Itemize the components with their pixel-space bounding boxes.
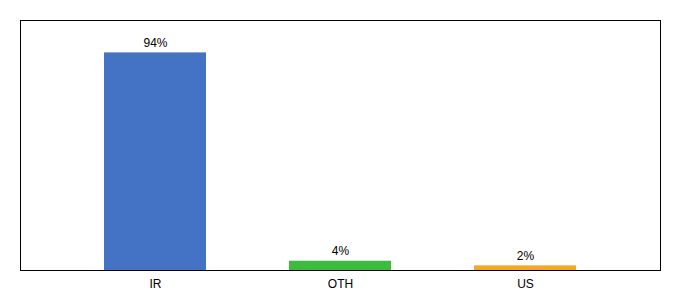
- svg-text:94%: 94%: [143, 36, 167, 50]
- svg-text:4%: 4%: [332, 244, 350, 258]
- svg-text:US: US: [517, 277, 534, 291]
- svg-text:2%: 2%: [517, 249, 535, 263]
- svg-text:IR: IR: [150, 277, 162, 291]
- svg-text:OTH: OTH: [328, 277, 353, 291]
